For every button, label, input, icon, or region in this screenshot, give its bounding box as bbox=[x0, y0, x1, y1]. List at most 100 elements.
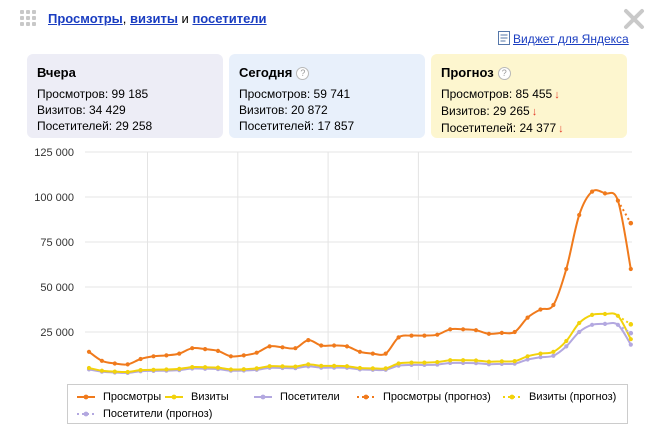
card-yesterday-visits: Визитов: 34 429 bbox=[37, 103, 126, 117]
data-point-visits bbox=[448, 358, 453, 363]
data-point-visits bbox=[151, 367, 156, 372]
card-yesterday-views: Просмотров: 99 185 bbox=[37, 87, 149, 101]
widget-link-label[interactable]: Виджет для Яндекса bbox=[513, 32, 629, 46]
data-point-views bbox=[473, 328, 479, 333]
card-yesterday-visitors: Посетителей: 29 258 bbox=[37, 119, 153, 133]
title-link-visits[interactable]: визиты bbox=[130, 11, 178, 26]
data-point-visitors bbox=[525, 357, 530, 362]
data-point-visits bbox=[461, 358, 466, 363]
data-point-views bbox=[396, 335, 401, 340]
data-point-visits bbox=[602, 311, 608, 317]
chart-legend: Просмотры Визиты Посетители Просмотры (прог… bbox=[67, 384, 628, 424]
legend-swatch bbox=[254, 394, 272, 400]
title-link-visitors[interactable]: посетители bbox=[192, 11, 267, 26]
data-point-views bbox=[448, 327, 453, 332]
data-point-views bbox=[254, 350, 259, 355]
data-point-views bbox=[344, 344, 350, 349]
legend-label: Просмотры (прогноз) bbox=[383, 391, 491, 403]
widget-link[interactable]: Виджет для Яндекса bbox=[498, 31, 629, 49]
data-point-visitors bbox=[551, 353, 556, 358]
data-point-views bbox=[409, 333, 414, 338]
card-yesterday-title: Вчера bbox=[37, 65, 76, 80]
data-point-views bbox=[590, 189, 595, 194]
data-point-visits bbox=[177, 366, 182, 371]
data-point-views bbox=[551, 302, 556, 308]
card-today-title: Сегодня? bbox=[239, 65, 415, 81]
data-point-views bbox=[564, 266, 569, 272]
series-line-visitors bbox=[88, 321, 632, 374]
y-tick-label: 25 000 bbox=[40, 327, 74, 339]
data-point-visits bbox=[267, 364, 272, 369]
data-point-views bbox=[525, 315, 530, 320]
data-point-visitors bbox=[577, 329, 582, 335]
data-point-visits bbox=[306, 362, 311, 367]
data-point-visits bbox=[112, 369, 117, 374]
series-line-visits bbox=[88, 312, 632, 374]
data-point-views bbox=[538, 307, 543, 312]
data-point-visits bbox=[344, 364, 350, 369]
card-today-visits: Визитов: 20 872 bbox=[239, 103, 328, 117]
data-point-visitors bbox=[590, 322, 595, 327]
data-point-views bbox=[151, 354, 156, 359]
data-point-views bbox=[628, 266, 633, 272]
data-point-views bbox=[86, 349, 92, 354]
data-point-views bbox=[112, 361, 117, 366]
legend-swatch bbox=[165, 394, 183, 400]
data-point-visits bbox=[319, 363, 324, 368]
data-point-visits bbox=[525, 354, 530, 359]
data-point-visits bbox=[99, 368, 104, 373]
data-point-visits bbox=[293, 364, 298, 369]
data-point-views bbox=[499, 330, 504, 335]
card-forecast: Прогноз? Просмотров: 85 455 ↓ Визитов: 29… bbox=[431, 54, 627, 138]
data-point-visits bbox=[590, 312, 595, 317]
data-point-visits bbox=[138, 368, 143, 373]
data-point-visitors bbox=[564, 344, 569, 349]
card-forecast-title: Прогноз? bbox=[441, 65, 617, 81]
close-x-icon[interactable] bbox=[623, 8, 645, 30]
data-point-visits bbox=[164, 367, 169, 372]
down-arrow-icon: ↓ bbox=[554, 89, 560, 101]
data-point-views bbox=[306, 338, 311, 343]
y-tick-label: 50 000 bbox=[40, 282, 74, 294]
data-point-visits bbox=[577, 320, 582, 326]
question-circle-icon[interactable]: ? bbox=[296, 67, 310, 80]
series-line-views bbox=[88, 189, 632, 366]
data-point-visits bbox=[86, 365, 92, 371]
grip-dots-icon[interactable] bbox=[20, 10, 38, 28]
data-point-views bbox=[99, 358, 104, 363]
card-forecast-visitors: Посетителей: 24 377 ↓ bbox=[441, 121, 564, 135]
down-arrow-icon: ↓ bbox=[531, 106, 538, 118]
card-yesterday: Вчера Просмотров: 99 185 Визитов: 34 429… bbox=[27, 54, 223, 138]
data-point-views bbox=[512, 329, 517, 335]
data-point-views bbox=[177, 351, 182, 356]
data-point-views bbox=[357, 349, 362, 354]
data-point-views bbox=[203, 347, 208, 352]
card-today-views: Просмотров: 59 741 bbox=[239, 87, 351, 101]
data-point-visits bbox=[499, 359, 504, 364]
data-point-views bbox=[241, 353, 246, 358]
data-point-visits bbox=[357, 365, 362, 371]
data-point-visits bbox=[241, 367, 246, 372]
data-point-visits bbox=[538, 351, 543, 356]
title-link-views[interactable]: Просмотры bbox=[48, 11, 123, 26]
data-point-visitors_forecast bbox=[628, 330, 634, 336]
data-point-visits bbox=[486, 359, 491, 364]
y-tick-label: 75 000 bbox=[40, 237, 74, 249]
legend-label: Посетители (прогноз) bbox=[103, 408, 213, 420]
data-point-views bbox=[422, 333, 427, 338]
data-point-views bbox=[215, 348, 221, 353]
data-point-visits bbox=[254, 366, 259, 371]
data-point-visits bbox=[435, 359, 440, 365]
data-point-visitors bbox=[602, 321, 608, 326]
data-point-visits bbox=[383, 366, 388, 371]
y-tick-label: 125 000 bbox=[34, 147, 74, 159]
data-point-views bbox=[461, 327, 466, 332]
data-point-visits bbox=[564, 338, 569, 344]
legend-swatch bbox=[357, 394, 375, 400]
data-point-visits bbox=[215, 365, 221, 370]
question-circle-icon[interactable]: ? bbox=[497, 67, 511, 80]
legend-swatch bbox=[77, 394, 95, 400]
legend-swatch bbox=[77, 411, 95, 417]
data-point-views bbox=[125, 362, 130, 367]
